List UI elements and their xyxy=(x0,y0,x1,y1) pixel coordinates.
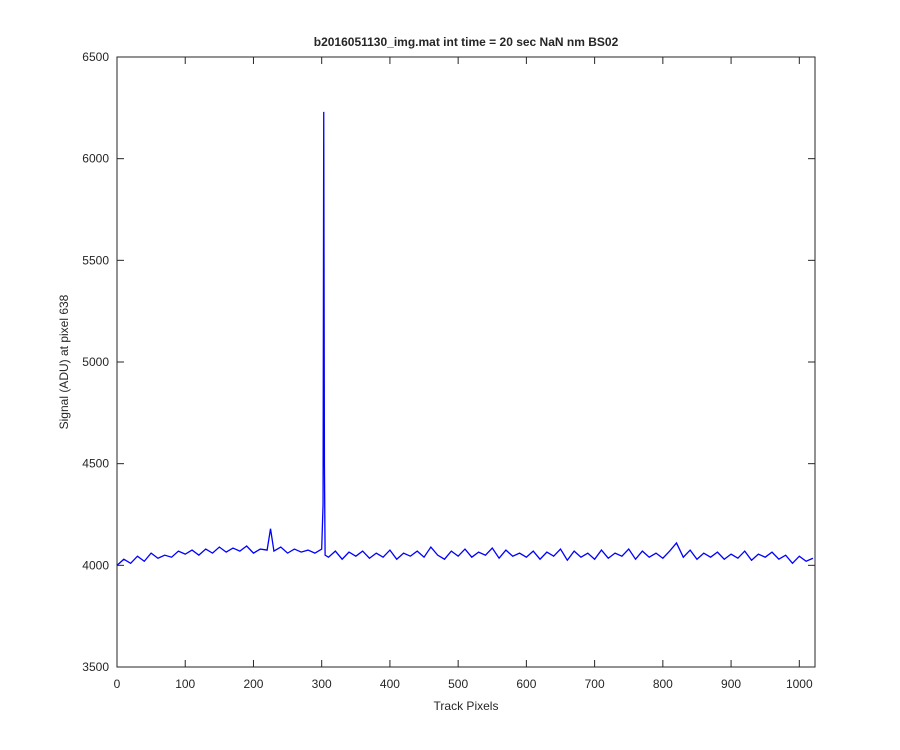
y-axis-label: Signal (ADU) at pixel 638 xyxy=(57,294,71,429)
plot-area xyxy=(116,56,816,668)
x-tick-label: 300 xyxy=(312,677,332,691)
x-tick-label: 500 xyxy=(448,677,468,691)
x-tick-label: 1000 xyxy=(786,677,813,691)
x-tick-label: 200 xyxy=(243,677,263,691)
y-tick-label: 4000 xyxy=(82,558,109,572)
x-tick-label: 100 xyxy=(175,677,195,691)
y-tick-label: 6000 xyxy=(82,152,109,166)
data-line xyxy=(116,111,814,566)
x-axis-label: Track Pixels xyxy=(434,699,499,713)
x-tick-label: 900 xyxy=(721,677,741,691)
x-tick-label: 600 xyxy=(516,677,536,691)
x-tick-label: 0 xyxy=(114,677,121,691)
y-tick-label: 6500 xyxy=(82,50,109,64)
x-tick-label: 400 xyxy=(380,677,400,691)
y-tick-label: 5000 xyxy=(82,355,109,369)
y-tick-label: 5500 xyxy=(82,253,109,267)
y-tick-label: 3500 xyxy=(82,660,109,674)
y-tick-label: 4500 xyxy=(82,457,109,471)
chart-title: b2016051130_img.mat int time = 20 sec Na… xyxy=(314,35,619,49)
x-tick-label: 800 xyxy=(653,677,673,691)
x-tick-label: 700 xyxy=(585,677,605,691)
